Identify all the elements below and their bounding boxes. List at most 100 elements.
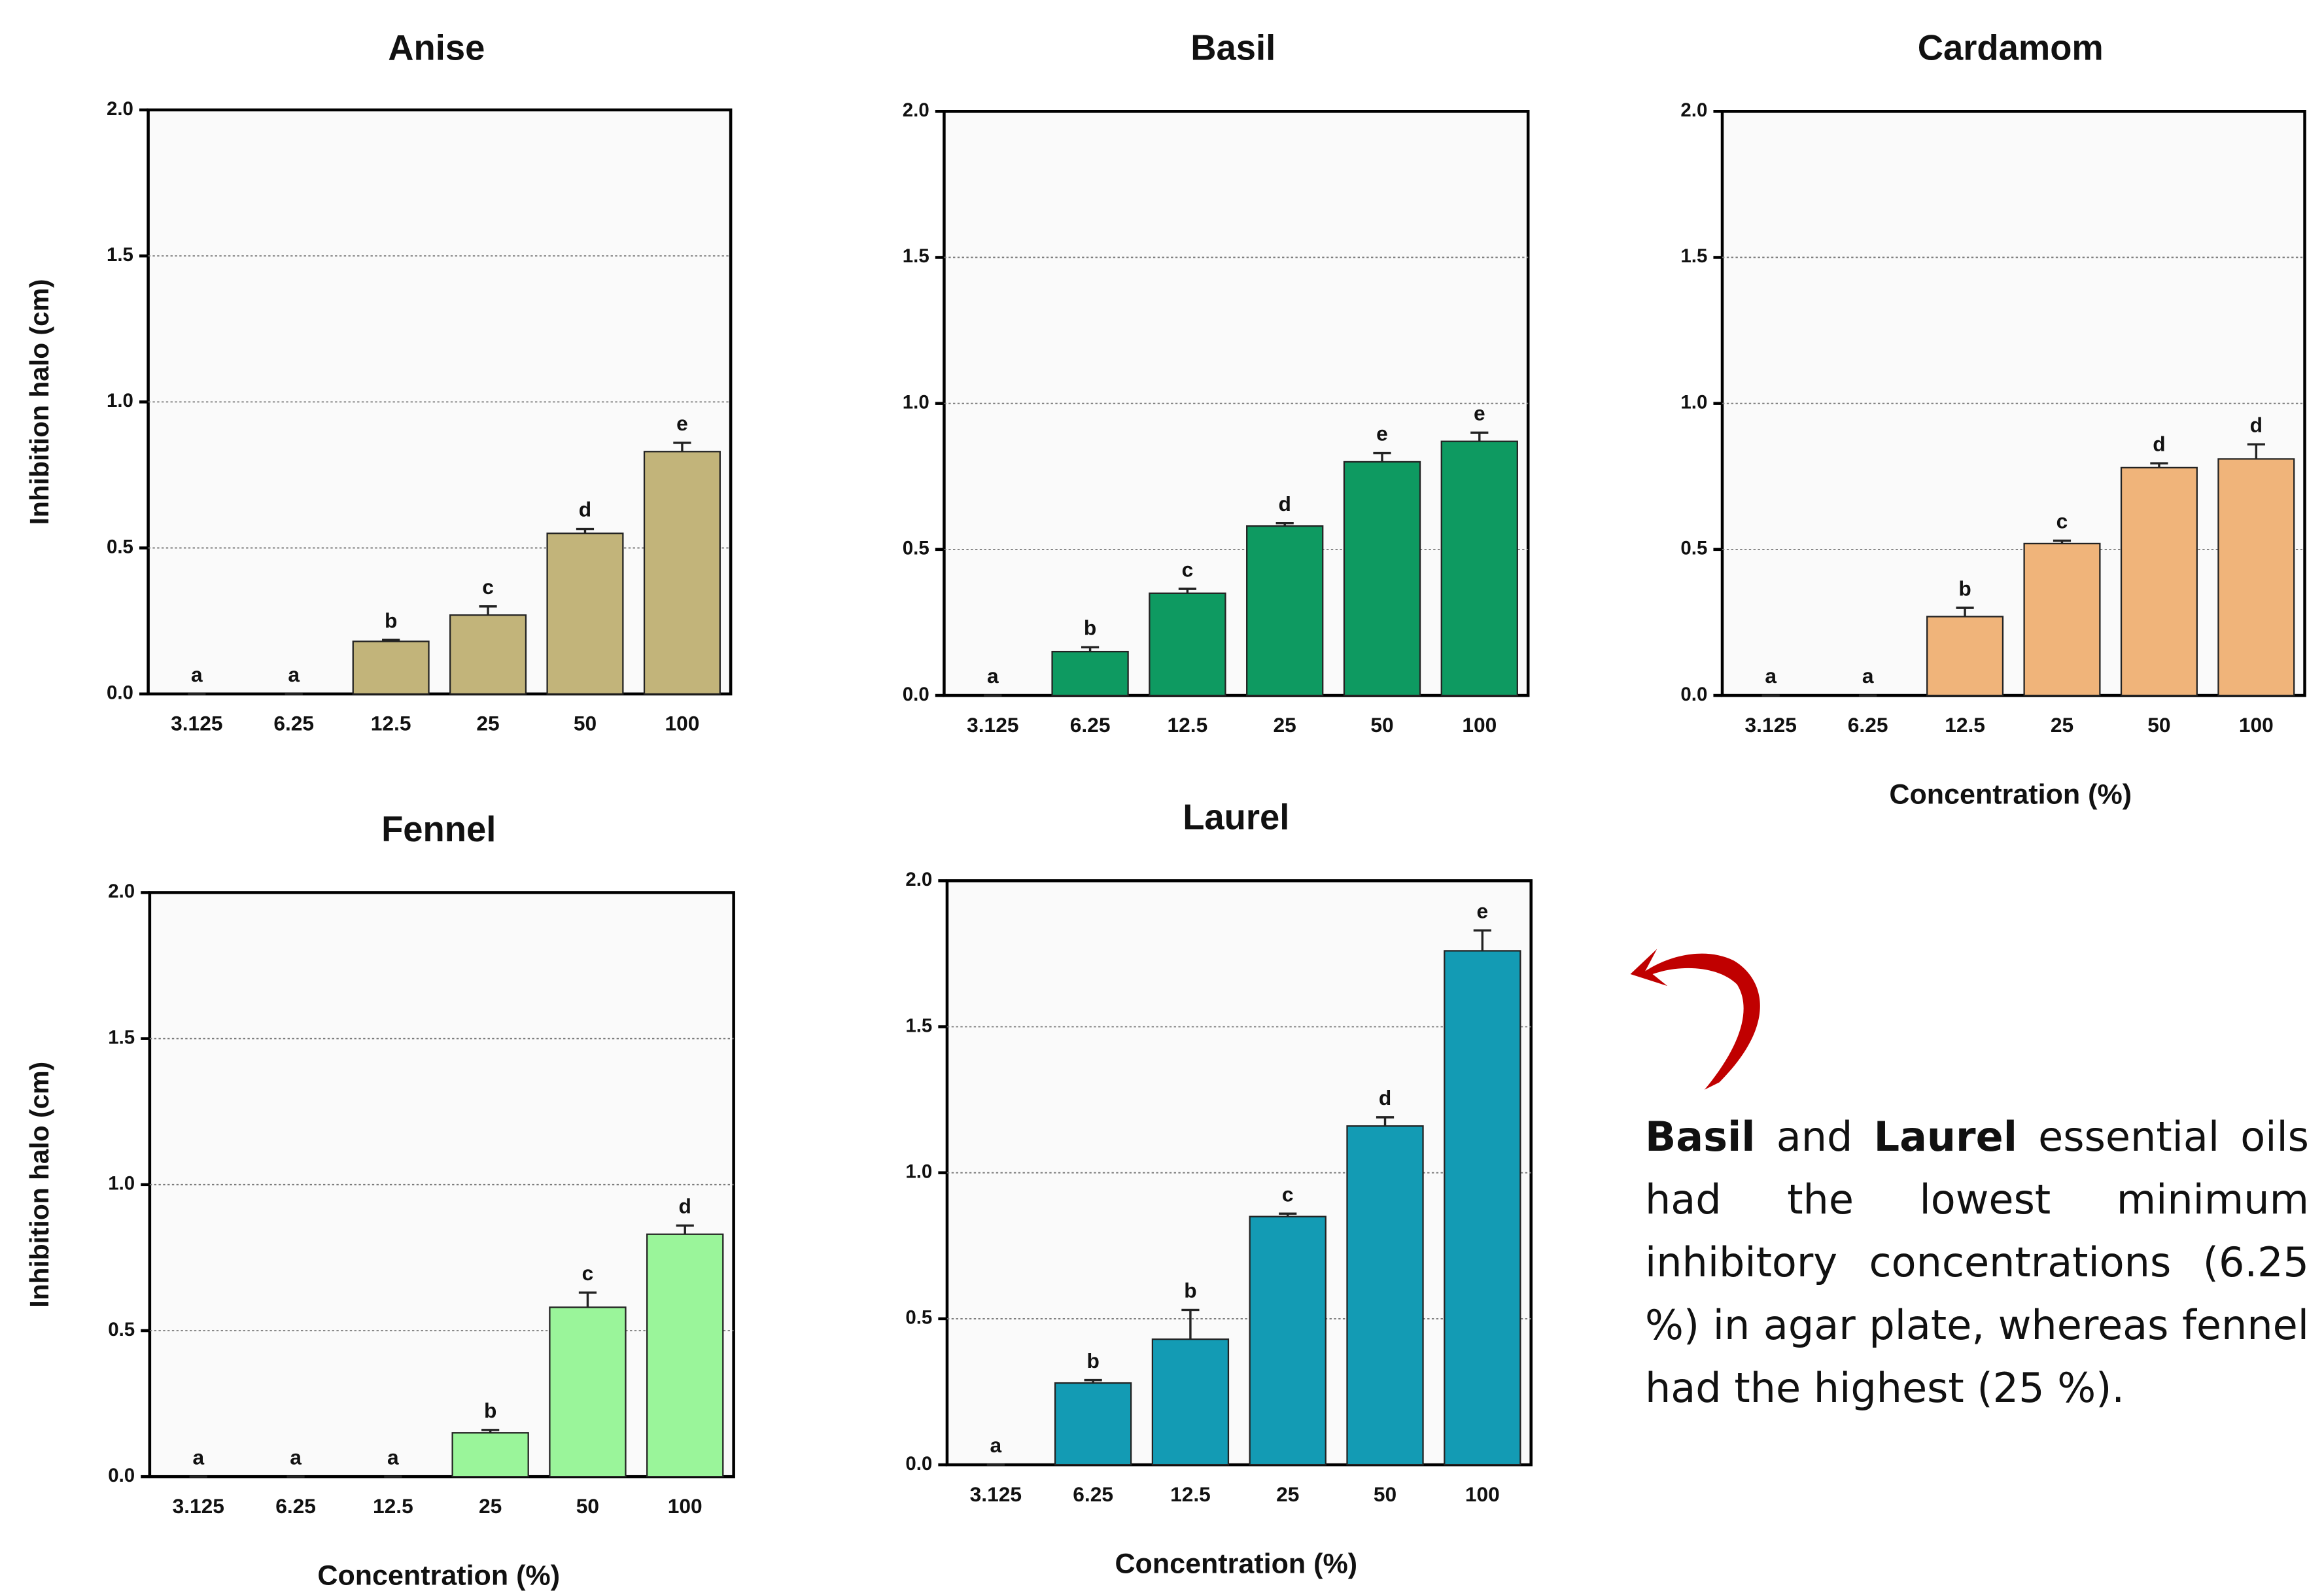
note-text: and [1776,1113,1853,1161]
y-tick-label: 1.5 [903,245,929,267]
bar [1444,950,1521,1466]
bar [1440,440,1518,697]
chart-title: Fennel [381,809,496,849]
error-bar [1178,587,1196,593]
error-bar [1279,1212,1297,1217]
x-tick-label: 50 [1370,713,1393,737]
y-tick-label: 1.0 [1680,391,1707,413]
significance-letter: a [288,663,300,686]
y-tick-label: 2.0 [905,869,932,890]
significance-letter: a [387,1445,399,1469]
significance-letter: e [1477,899,1489,922]
y-tick-label: 0.0 [905,1453,932,1475]
significance-letter: c [1282,1182,1294,1206]
significance-letter: a [290,1445,302,1469]
bar [1343,461,1421,697]
significance-letter: e [676,411,688,435]
chart-title: Anise [388,28,485,68]
y-tick-label: 2.0 [108,881,135,902]
chart-title: Basil [1190,28,1275,68]
bar [1346,1125,1424,1466]
x-tick-label: 25 [476,712,499,735]
x-tick-label: 12.5 [1168,713,1208,737]
y-tick-label: 1.0 [905,1161,932,1182]
significance-letter: d [2153,432,2165,455]
x-tick-label: 6.25 [275,1494,316,1518]
y-tick-label: 1.5 [1680,245,1707,267]
x-tick-label: 25 [479,1494,502,1518]
error-bar [1473,929,1491,951]
y-tick-label: 0.5 [107,536,133,557]
error-bar [1376,1116,1395,1127]
x-tick-label: 50 [1374,1482,1396,1506]
y-tick-label: 0.5 [905,1307,932,1329]
error-bar [382,638,400,642]
bar [449,614,527,695]
significance-letter: c [1182,557,1194,581]
bar [2023,542,2101,697]
significance-letter: e [1474,401,1485,425]
note-text: essential oils had the lowest minimum in… [1645,1113,2309,1412]
x-axis-label: Concentration (%) [1115,1548,1357,1580]
error-bar [578,1291,597,1308]
significance-letter: b [1958,576,1971,600]
error-bar [1275,521,1294,527]
note-bold: Laurel [1873,1113,2017,1161]
plot-area [945,879,1533,1467]
error-bar [1081,646,1100,652]
significance-letter: a [990,1433,1002,1457]
bar [1246,525,1324,697]
y-tick-label: 2.0 [107,98,133,120]
error-bar [481,1429,500,1433]
y-tick-label: 2.0 [903,99,929,121]
bar [2217,458,2295,697]
y-tick-label: 0.5 [1680,538,1707,559]
error-bar [676,1224,694,1234]
significance-letter: c [2056,510,2068,533]
x-tick-label: 50 [574,712,597,735]
error-bar [1956,606,1974,617]
x-tick-label: 3.125 [970,1482,1022,1506]
x-tick-label: 3.125 [967,713,1018,737]
x-tick-label: 6.25 [273,712,314,735]
x-tick-label: 12.5 [1170,1482,1211,1506]
significance-letter: c [482,575,494,599]
y-tick-label: 0.0 [107,682,133,704]
x-axis-label: Concentration (%) [317,1560,560,1591]
error-bar [2053,539,2072,544]
bar [546,533,624,695]
significance-letter: b [484,1399,496,1422]
x-tick-label: 25 [1276,1482,1299,1506]
error-bar [479,605,497,616]
significance-letter: d [2250,413,2263,436]
error-bar [1084,1378,1102,1384]
y-tick-label: 0.5 [903,538,929,559]
y-tick-label: 1.0 [108,1173,135,1195]
bar [646,1233,724,1478]
y-tick-label: 0.0 [903,684,929,705]
x-tick-label: 12.5 [1945,713,1985,737]
chart-title: Laurel [1183,797,1289,837]
x-tick-label: 6.25 [1073,1482,1113,1506]
y-tick-label: 1.0 [107,390,133,411]
x-tick-label: 3.125 [173,1494,224,1518]
error-bar [1470,431,1489,442]
significance-letter: d [1379,1086,1391,1110]
chart-title: Cardamom [1918,28,2104,68]
note: Basil and Laurel essential oils had the … [1645,1106,2309,1420]
x-tick-label: 50 [576,1494,599,1518]
significance-letter: a [1862,664,1874,688]
significance-letter: d [679,1194,691,1217]
x-tick-label: 12.5 [373,1494,413,1518]
y-tick-label: 0.5 [108,1319,135,1340]
y-tick-label: 2.0 [1680,99,1707,121]
bar [1051,650,1129,697]
y-tick-label: 1.0 [903,391,929,413]
bar [1149,592,1226,697]
bar [549,1306,627,1478]
x-tick-label: 3.125 [171,712,222,735]
significance-letter: d [1279,492,1291,516]
bar [352,640,430,695]
significance-letter: d [579,498,591,521]
